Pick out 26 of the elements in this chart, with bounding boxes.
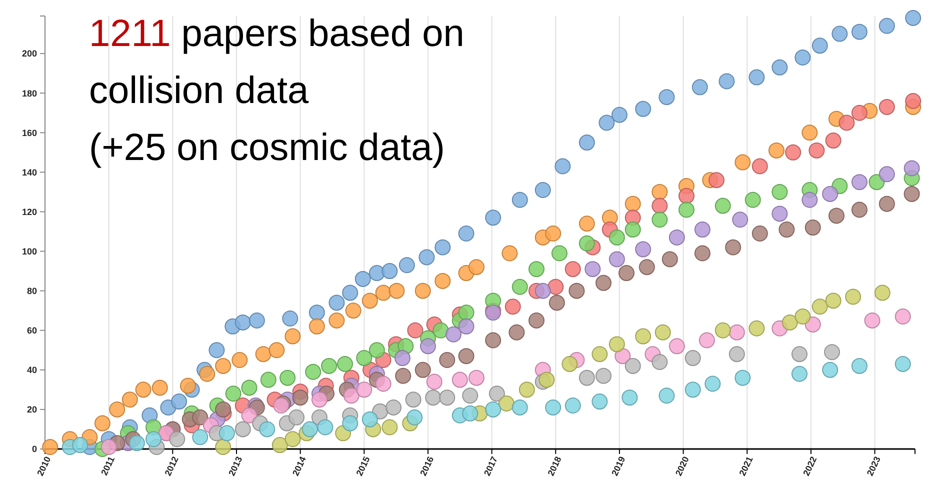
x-tick-label: 2014 [290,454,308,478]
x-tick-label: 2020 [673,454,691,478]
y-tick-label: 80 [26,286,37,296]
chart-title: 1211 papers based on collision data (+25 on cosmic data) [89,13,464,169]
x-tick-label: 2015 [354,454,372,478]
y-tick-label: 20 [26,404,37,415]
y-tick-label: 0 [32,444,37,454]
x-tick-label: 2010 [35,454,53,478]
y-tick-label: 140 [22,167,37,178]
x-tick-label: 2012 [162,454,180,478]
x-tick-label: 2018 [546,454,564,478]
x-tick-label: 2021 [737,454,755,478]
x-tick-label: 2023 [864,454,882,478]
y-tick-label: 40 [26,365,37,376]
x-tick-label: 2013 [226,454,244,478]
x-tick-label: 2011 [99,454,116,477]
x-tick-label: 2017 [482,454,500,478]
x-tick-label: 2022 [801,454,819,478]
y-tick-label: 180 [22,88,37,98]
y-tick-label: 200 [22,48,37,59]
x-tick-label: 2016 [418,454,436,478]
y-tick-label: 120 [22,206,37,217]
y-tick-label: 60 [26,326,37,336]
y-tick-label: 160 [22,128,37,138]
x-tick-label: 2019 [610,454,628,478]
y-tick-label: 100 [22,246,37,256]
